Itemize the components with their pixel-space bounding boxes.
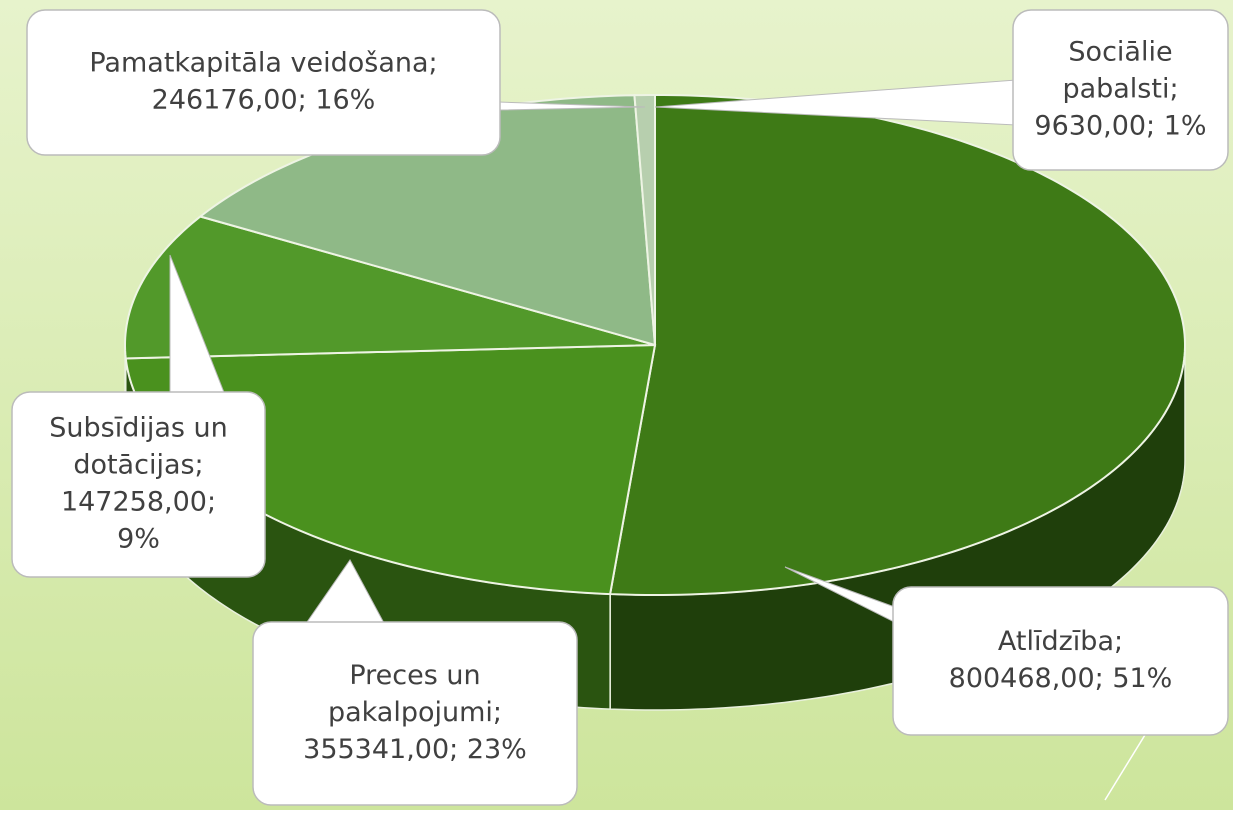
- callout-box: [1012, 9, 1229, 171]
- slice: [608, 93, 1186, 597]
- slice: [633, 93, 656, 346]
- callout-box: [11, 391, 266, 578]
- data-label: Preces un pakalpojumi; 355341,00; 23%: [252, 559, 578, 806]
- data-label-text: 355341,00; 23%: [303, 734, 527, 765]
- data-label-text: dotācijas;: [73, 450, 203, 481]
- data-label-text: Sociālie: [1068, 37, 1172, 68]
- data-label: Subsīdijas un dotācijas; 147258,00; 9%: [11, 254, 266, 578]
- data-label-text: 9%: [117, 524, 160, 555]
- callout-box: [26, 9, 501, 156]
- data-label: Pamatkapitāla veidošana; 246176,00; 16%: [26, 9, 646, 156]
- data-label-text: Pamatkapitāla veidošana;: [89, 48, 437, 79]
- data-label-text: 147258,00;: [61, 487, 216, 518]
- data-label-text: Preces un: [349, 660, 480, 691]
- data-label-text: Atlīdzība;: [998, 626, 1123, 657]
- decor-line: [1104, 729, 1149, 801]
- slice: [124, 215, 656, 360]
- data-label-text: 9630,00; 1%: [1034, 111, 1206, 142]
- data-label-text: 246176,00; 16%: [152, 85, 376, 116]
- data-label-text: pabalsti;: [1062, 74, 1178, 105]
- data-label: Atlīdzība; 800468,00; 51%: [784, 566, 1229, 736]
- callout-box: [252, 621, 578, 806]
- data-label-text: 800468,00; 51%: [949, 663, 1173, 694]
- data-label: Sociālie pabalsti; 9630,00; 1%: [654, 9, 1229, 171]
- callout-box: [892, 586, 1229, 736]
- data-label-text: pakalpojumi;: [328, 697, 502, 728]
- data-label-text: Subsīdijas un: [49, 413, 228, 444]
